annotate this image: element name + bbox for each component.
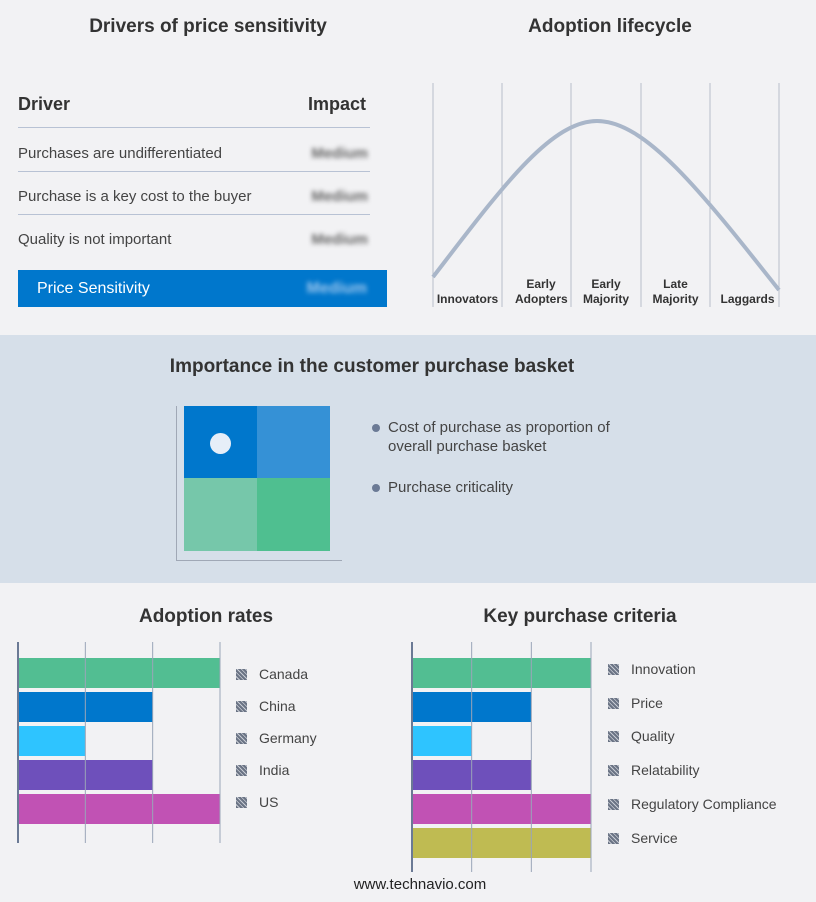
quadrant-br [257,478,330,551]
legend-label: Quality [631,728,675,745]
impact-value: Medium [311,231,368,248]
legend-label: Relatability [631,762,700,779]
impact-column-header: Impact [307,94,366,114]
impact-value: Medium [311,145,368,162]
legend-item: China [236,698,296,714]
stage-early-majority: Early Majority [582,277,629,306]
legend-label: US [259,794,279,810]
stage-laggards: Laggards [720,292,775,306]
summary-impact: Medium [306,280,367,297]
basket-legend-criticality: Purchase criticality [371,479,514,496]
legend-item: Service [608,830,678,846]
bar-service [412,828,591,858]
legend-label: India [259,762,290,778]
lifecycle-title: Adoption lifecycle [528,16,692,37]
bar-innovation [412,658,591,688]
bar-canada [18,658,220,688]
summary-label: Price Sensitivity [37,280,150,297]
legend-item: Germany [236,730,317,746]
footer-url: www.technavio.com [353,876,487,893]
driver-label: Quality is not important [18,231,172,248]
legend-item: Innovation [608,661,696,677]
basket-legend-cost: Cost of purchase as proportion of overal… [372,418,638,456]
driver-label: Purchases are undifferentiated [18,145,223,162]
drivers-title: Drivers of price sensitivity [89,16,327,37]
basket-section [0,335,816,583]
driver-row: Purchases are undifferentiated Medium [18,129,370,172]
legend-swatch-icon [608,664,619,675]
legend-swatch-icon [236,701,247,712]
position-marker [210,433,231,454]
basket-axis [176,406,342,561]
legend-label: Service [631,829,678,846]
bar-us [18,794,220,824]
legend-label: Canada [259,666,309,682]
legend-swatch-icon [608,731,619,743]
legend-item: Relatability [608,762,699,778]
legend-item: India [236,762,289,778]
driver-column-header: Driver [18,94,71,114]
stage-late-majority: Late Majority [652,277,699,306]
legend-label: Price [631,694,663,711]
legend-swatch-icon [236,765,247,776]
bar-quality [412,726,472,756]
bar-regulatory-compliance [412,794,591,824]
driver-row: Quality is not important Medium [18,215,370,258]
legend-label: Regulatory Compliance [631,795,777,812]
quadrant-bl [184,478,257,551]
legend-item: Price [608,695,663,711]
adoption-rates-title: Adoption rates [138,606,274,627]
basket-title: Importance in the customer purchase bask… [169,356,575,377]
drivers-header: Driver Impact [18,94,370,128]
driver-label: Purchase is a key cost to the buyer [18,188,252,205]
legend-label: Innovation [631,661,696,677]
kpc-title: Key purchase criteria [483,606,677,627]
lifecycle-chart [431,83,781,307]
legend-item: Quality [608,728,675,744]
quadrant-tr [257,406,330,478]
price-sensitivity-summary: Price Sensitivity Medium [18,270,387,307]
legend-swatch-icon [236,797,247,808]
legend-swatch-icon [608,697,619,709]
legend-swatch-icon [236,733,247,744]
legend-swatch-icon [608,798,619,810]
legend-item: US [236,794,278,810]
legend-label: Germany [259,730,317,746]
stage-innovators: Innovators [436,292,499,306]
driver-row: Purchase is a key cost to the buyer Mediu… [18,172,370,215]
impact-value: Medium [311,188,368,205]
adoption-curve [431,118,781,292]
bar-germany [18,726,86,756]
legend-item: Regulatory Compliance [608,796,777,812]
legend-swatch-icon [608,765,619,777]
legend-swatch-icon [608,832,619,844]
legend-item: Canada [236,666,308,682]
legend-label: China [259,698,296,714]
legend-swatch-icon [236,669,247,680]
stage-early-adopters: Early Adopters [515,277,568,306]
